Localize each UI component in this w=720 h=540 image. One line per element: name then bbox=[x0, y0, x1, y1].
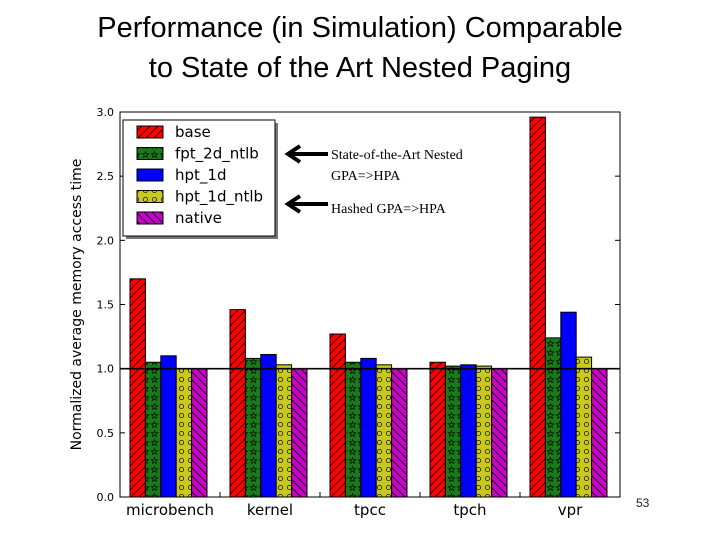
y-axis-label: Normalized average memory access time bbox=[69, 159, 85, 451]
bar-hatch-microbench-base bbox=[130, 278, 146, 497]
arrow-nested-icon bbox=[284, 144, 328, 164]
arrow-hashed-icon bbox=[284, 194, 328, 214]
legend-swatch-hpt_1d bbox=[136, 168, 164, 182]
x-tick-label-kernel: kernel bbox=[247, 501, 293, 519]
x-tick-label-tpcc: tpcc bbox=[354, 501, 386, 519]
bar-hatch-tpch-native bbox=[491, 368, 507, 497]
bar-hatch-kernel-base bbox=[230, 309, 246, 497]
y-tick-label-3.0: 3.0 bbox=[97, 106, 115, 119]
y-tick-label-0.5: 0.5 bbox=[97, 427, 115, 440]
bar-hatch-vpr-fpt_2d_ntlb bbox=[545, 337, 561, 497]
bars-group bbox=[129, 116, 608, 498]
bar-kernel-hpt_1d bbox=[260, 354, 277, 498]
bar-hatch-tpcc-base bbox=[330, 334, 346, 497]
bar-vpr-hpt_1d bbox=[560, 311, 577, 498]
bar-hatch-vpr-hpt_1d_ntlb bbox=[576, 357, 592, 497]
legend-swatch-hatch-native bbox=[137, 212, 163, 224]
annotation-nested-line-1: State-of-the-Art Nested bbox=[331, 148, 463, 163]
chart-svg: microbench kernel tpcc tpch vpr 0.0 0.5 1.0 1.5 2… bbox=[69, 106, 621, 519]
bar-hatch-tpch-hpt_1d_ntlb bbox=[476, 366, 492, 497]
y-tick-label-0.0: 0.0 bbox=[97, 491, 115, 504]
slide-number: 53 bbox=[636, 496, 650, 510]
bar-hatch-vpr-native bbox=[591, 368, 607, 497]
y-tick-label-1.0: 1.0 bbox=[97, 363, 115, 376]
bar-hatch-microbench-hpt_1d_ntlb bbox=[176, 368, 192, 497]
bar-hatch-microbench-native bbox=[191, 368, 207, 497]
annotations-group: State-of-the-Art Nested GPA=>HPA Hashed … bbox=[284, 144, 463, 217]
legend-swatch-hatch-hpt_1d_ntlb bbox=[137, 190, 163, 203]
y-tick-label-1.5: 1.5 bbox=[97, 299, 115, 312]
legend-swatch-hatch-base bbox=[137, 126, 163, 138]
y-tick-label-2.0: 2.0 bbox=[97, 234, 115, 247]
bar-tpcc-hpt_1d bbox=[360, 357, 377, 498]
bar-hatch-tpch-base bbox=[430, 362, 446, 497]
bar-tpch-hpt_1d bbox=[460, 364, 477, 498]
x-tick-label-microbench: microbench bbox=[126, 501, 214, 519]
bar-hatch-tpcc-hpt_1d_ntlb bbox=[376, 364, 392, 497]
bar-hatch-tpch-fpt_2d_ntlb bbox=[445, 366, 461, 497]
bar-hatch-kernel-fpt_2d_ntlb bbox=[245, 358, 261, 497]
legend-label-hpt_1d: hpt_1d bbox=[175, 166, 226, 185]
x-tick-label-tpch: tpch bbox=[453, 501, 486, 519]
bar-hatch-vpr-base bbox=[530, 117, 546, 497]
slide-title-line-1: Performance (in Simulation) Comparable bbox=[97, 12, 623, 44]
slide-title: Performance (in Simulation) Comparable t… bbox=[0, 8, 720, 88]
bar-chart: microbench kernel tpcc tpch vpr 0.0 0.5 1.0 1.5 2… bbox=[60, 96, 630, 526]
bar-hatch-tpcc-fpt_2d_ntlb bbox=[345, 362, 361, 497]
annotation-hashed: Hashed GPA=>HPA bbox=[331, 202, 447, 217]
annotation-nested-line-2: GPA=>HPA bbox=[331, 169, 401, 184]
bar-hatch-microbench-fpt_2d_ntlb bbox=[145, 362, 161, 497]
x-tick-label-vpr: vpr bbox=[558, 501, 583, 519]
legend-label-base: base bbox=[175, 123, 211, 141]
bar-hatch-kernel-hpt_1d_ntlb bbox=[276, 364, 292, 497]
legend-label-fpt_2d_ntlb: fpt_2d_ntlb bbox=[175, 145, 259, 164]
legend-label-native: native bbox=[175, 209, 222, 227]
slide-title-line-2: to State of the Art Nested Paging bbox=[148, 52, 572, 84]
y-tick-label-2.5: 2.5 bbox=[97, 170, 115, 183]
bar-hatch-kernel-native bbox=[291, 368, 307, 497]
bar-microbench-hpt_1d bbox=[160, 355, 177, 498]
legend-swatch-hatch-fpt_2d_ntlb bbox=[137, 147, 163, 160]
bar-hatch-tpcc-native bbox=[391, 368, 407, 497]
legend-label-hpt_1d_ntlb: hpt_1d_ntlb bbox=[175, 188, 263, 207]
